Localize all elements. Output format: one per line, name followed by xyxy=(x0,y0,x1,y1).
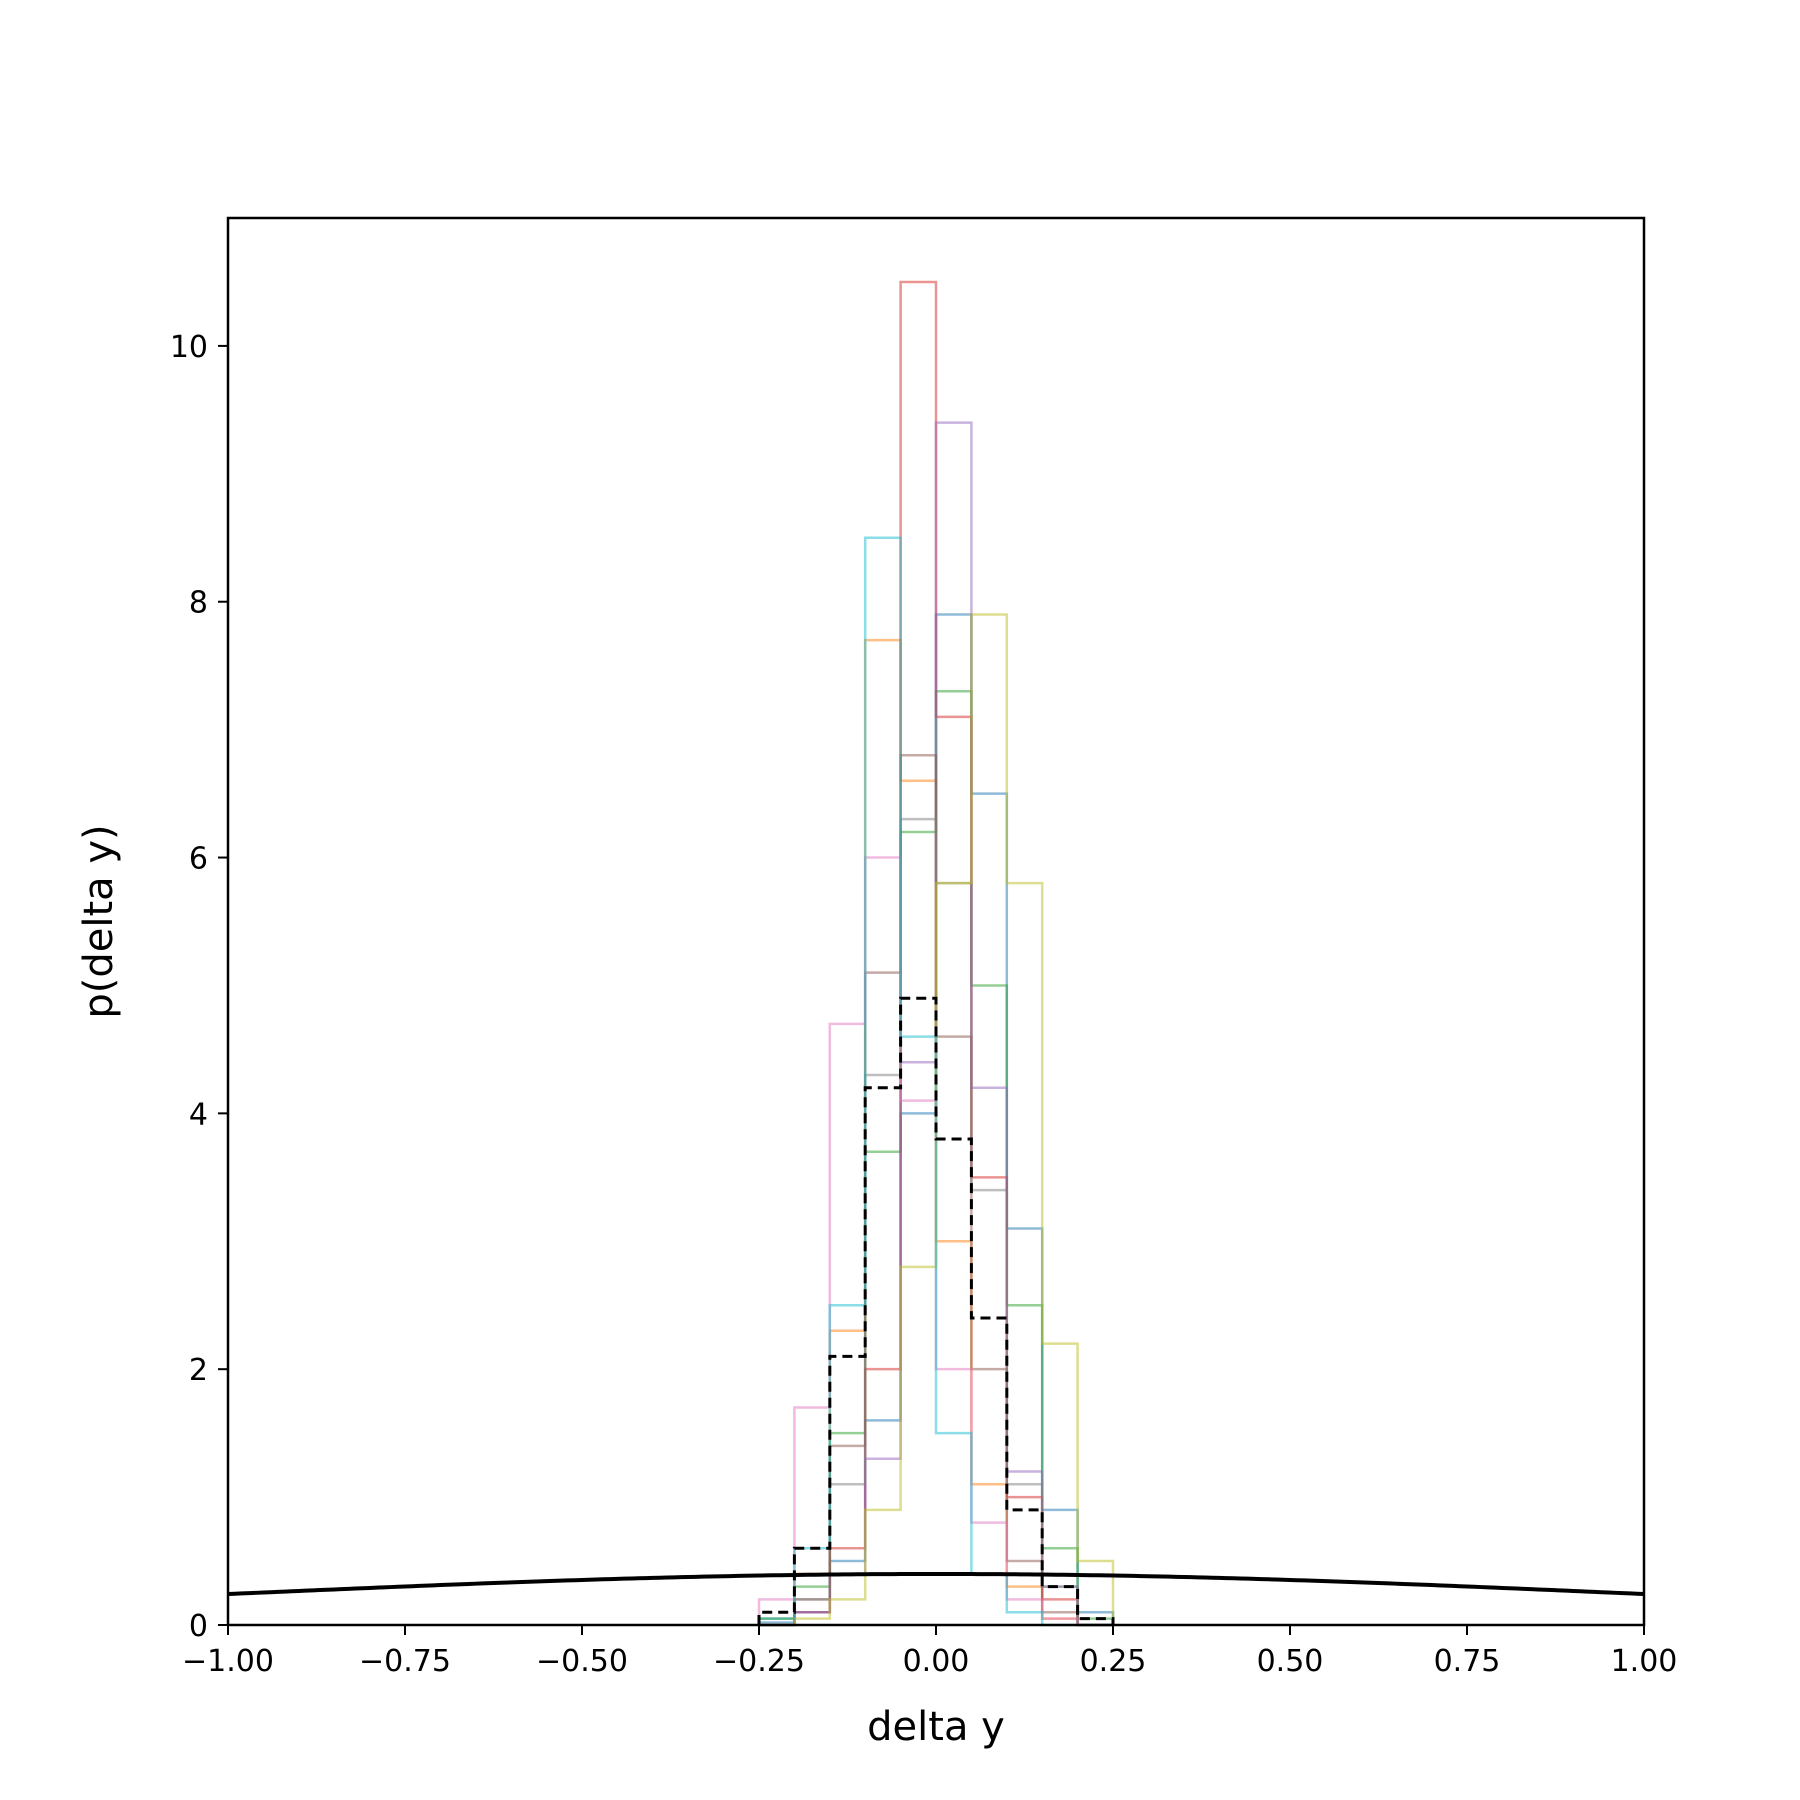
y-tick-label: 2 xyxy=(189,1353,208,1388)
x-tick-label: −0.50 xyxy=(536,1644,628,1679)
series-layer xyxy=(227,280,1645,1627)
normal-pdf-curve xyxy=(227,1571,1645,1597)
x-tick-label: 0.25 xyxy=(1080,1644,1147,1679)
y-tick-label: 6 xyxy=(189,842,208,877)
y-tick-label: 8 xyxy=(189,586,208,621)
x-tick-label: −0.25 xyxy=(713,1644,805,1679)
x-axis-title: delta y xyxy=(867,1704,1005,1750)
histogram-combined-dashed xyxy=(757,996,1115,1625)
x-tick-label: 0.75 xyxy=(1434,1644,1501,1679)
y-axis: 0 2 4 6 8 10 xyxy=(170,330,228,1644)
x-tick-label: −1.00 xyxy=(182,1644,274,1679)
y-tick-label: 10 xyxy=(170,330,208,365)
y-axis-title: p(delta y) xyxy=(76,824,122,1018)
histogram-series-9 xyxy=(759,613,1115,1627)
x-tick-label: 1.00 xyxy=(1611,1644,1678,1679)
y-tick-label: 4 xyxy=(189,1097,208,1132)
x-axis: −1.00 −0.75 −0.50 −0.25 0.00 0.25 0.50 0.75 1.00 xyxy=(182,1625,1677,1679)
x-tick-label: 0.00 xyxy=(903,1644,970,1679)
x-tick-label: 0.50 xyxy=(1257,1644,1324,1679)
y-tick-label: 0 xyxy=(189,1609,208,1644)
x-tick-label: −0.75 xyxy=(359,1644,451,1679)
